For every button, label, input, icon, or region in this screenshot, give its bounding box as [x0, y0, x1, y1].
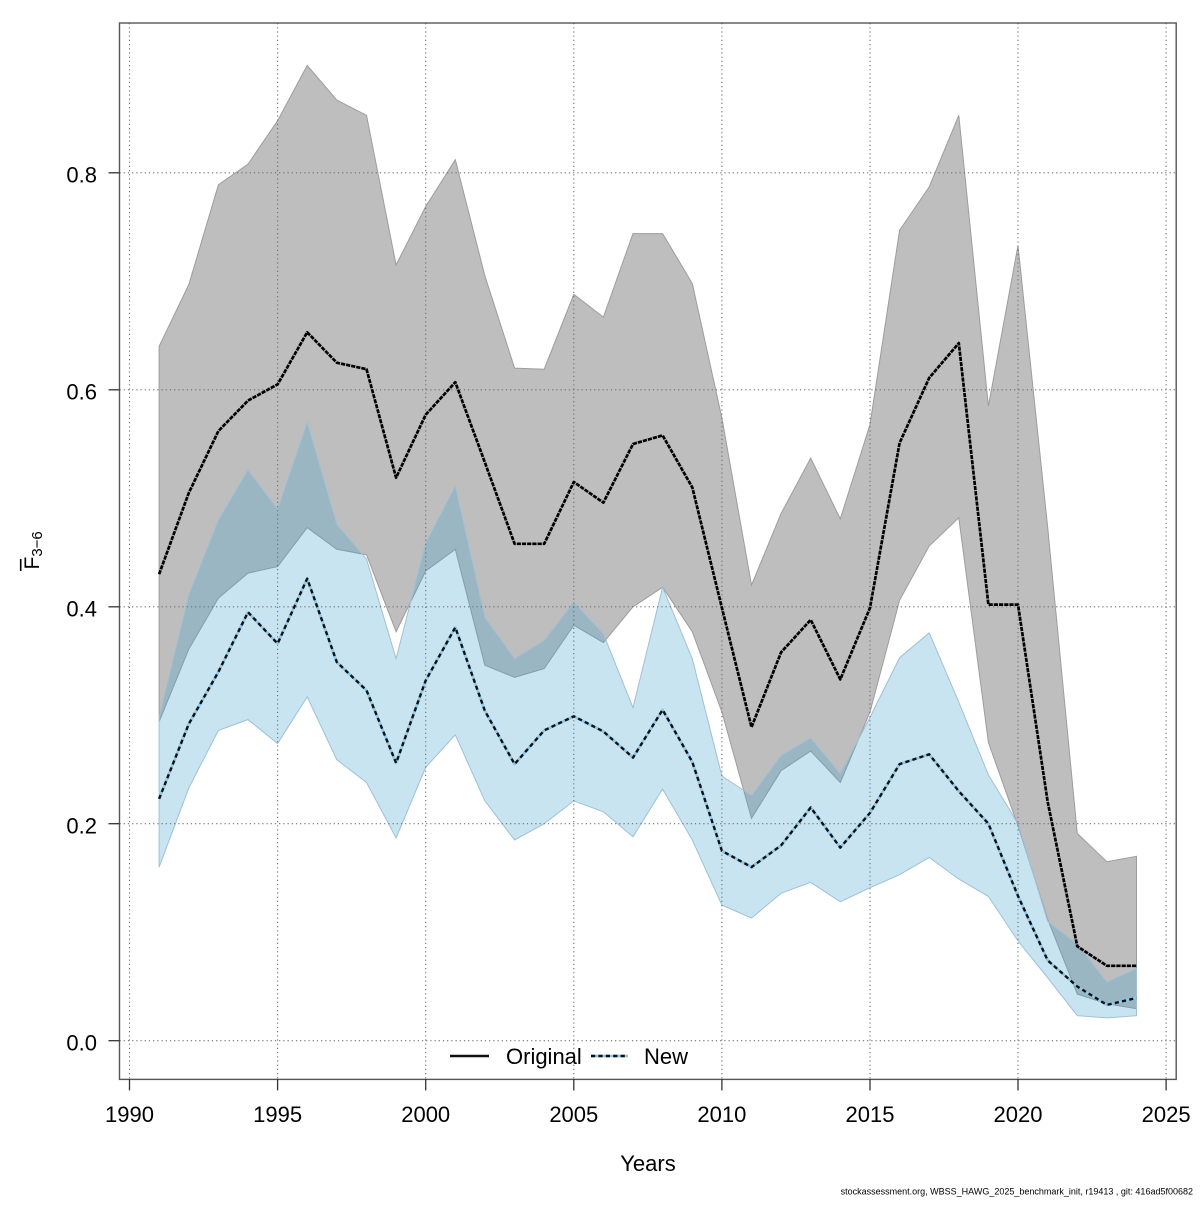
svg-text:0.8: 0.8 [66, 162, 97, 187]
svg-text:2005: 2005 [549, 1102, 598, 1127]
svg-text:Years: Years [620, 1151, 675, 1176]
svg-text:New: New [644, 1044, 688, 1069]
svg-text:F3−6: F3−6 [21, 531, 46, 569]
svg-text:0.2: 0.2 [66, 813, 97, 838]
svg-text:1990: 1990 [105, 1102, 154, 1127]
svg-text:0.6: 0.6 [66, 379, 97, 404]
svg-text:0.4: 0.4 [66, 596, 97, 621]
svg-text:Original: Original [506, 1044, 582, 1069]
svg-text:2015: 2015 [846, 1102, 895, 1127]
svg-text:2000: 2000 [401, 1102, 450, 1127]
svg-text:2010: 2010 [697, 1102, 746, 1127]
svg-text:2020: 2020 [994, 1102, 1043, 1127]
svg-text:stockassessment.org, WBSS_HAWG: stockassessment.org, WBSS_HAWG_2025_benc… [841, 1187, 1193, 1197]
svg-text:0.0: 0.0 [66, 1030, 97, 1055]
svg-text:2025: 2025 [1142, 1102, 1191, 1127]
svg-text:1995: 1995 [253, 1102, 302, 1127]
